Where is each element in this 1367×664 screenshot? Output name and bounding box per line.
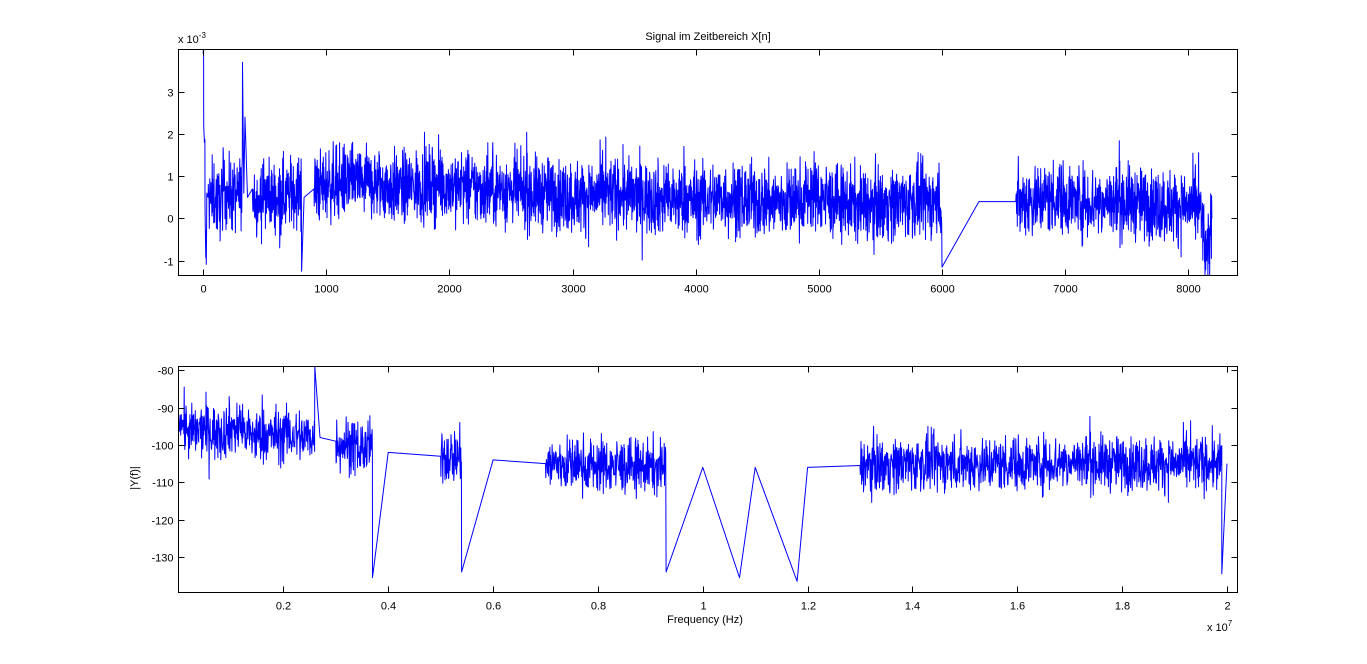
frequency-frame-border <box>178 366 1238 593</box>
time-domain-frame-border <box>178 49 1238 276</box>
frequency-domain-axes: Frequency (Hz) |Y(f)| x 107 0.2 0.4 0.6 0.8… <box>129 366 1238 634</box>
time-domain-x-tick-label: 3000 <box>561 284 585 296</box>
time-domain-x-tick-label: 2000 <box>437 284 461 296</box>
frequency-x-tick-label: 1 <box>700 601 706 613</box>
frequency-x-axis-label: Frequency (Hz) <box>667 614 743 626</box>
time-domain-axes: Signal im Zeitbereich X[n] x 10-3 0 1000 2… <box>164 31 1238 296</box>
time-domain-y-tick-label: 0 <box>167 214 173 226</box>
frequency-y-tick-label: -90 <box>158 404 174 416</box>
time-domain-y-tick-label: 2 <box>167 130 173 142</box>
time-domain-x-tick-label: 5000 <box>807 284 831 296</box>
frequency-y-axis-label: |Y(f)| <box>129 466 141 489</box>
frequency-x-tick-label: 1.6 <box>1010 601 1025 613</box>
time-domain-signal-trace <box>202 49 1213 276</box>
frequency-x-exponent: x 107 <box>1207 619 1233 634</box>
time-domain-title: Signal im Zeitbereich X[n] <box>645 31 770 43</box>
frequency-y-tick-label: -110 <box>152 478 173 490</box>
frequency-x-exponent-base: x 10 <box>1207 622 1228 634</box>
time-domain-x-tick-label: 7000 <box>1053 284 1077 296</box>
frequency-x-tick-label: 1.2 <box>801 601 816 613</box>
frequency-x-tick-label: 0.4 <box>381 601 396 613</box>
frequency-x-tick-label: 0.2 <box>276 601 291 613</box>
time-domain-plot-frame <box>178 49 1238 276</box>
time-domain-x-tick-label: 4000 <box>684 284 708 296</box>
time-domain-x-tick-label: 0 <box>200 284 206 296</box>
frequency-x-tick-label: 1.4 <box>905 601 920 613</box>
frequency-x-exponent-power: 7 <box>1228 619 1233 628</box>
time-domain-y-tick-label: 1 <box>167 172 173 184</box>
frequency-y-tick-label: -130 <box>151 553 173 565</box>
time-domain-y-tick-label: -1 <box>164 257 174 269</box>
frequency-y-tick-label: -80 <box>158 366 174 378</box>
frequency-x-tick-label: 1.8 <box>1115 601 1130 613</box>
frequency-domain-plot-frame <box>178 366 1238 593</box>
frequency-x-tick-label: 2 <box>1224 601 1230 613</box>
time-domain-y-exponent-power: -3 <box>199 31 207 40</box>
time-domain-y-tick-label: 3 <box>167 88 173 100</box>
frequency-signal-trace <box>178 366 1228 582</box>
time-domain-x-tick-label: 1000 <box>314 284 338 296</box>
time-domain-x-tick-label: 8000 <box>1176 284 1200 296</box>
time-domain-y-exponent: x 10-3 <box>178 31 206 46</box>
frequency-x-tick-label: 0.8 <box>591 601 606 613</box>
frequency-y-tick-label: -100 <box>151 441 173 453</box>
frequency-y-tick-label: -120 <box>151 516 173 528</box>
time-domain-x-tick-label: 6000 <box>930 284 954 296</box>
time-domain-y-exponent-base: x 10 <box>178 34 199 46</box>
frequency-x-tick-label: 0.6 <box>486 601 501 613</box>
